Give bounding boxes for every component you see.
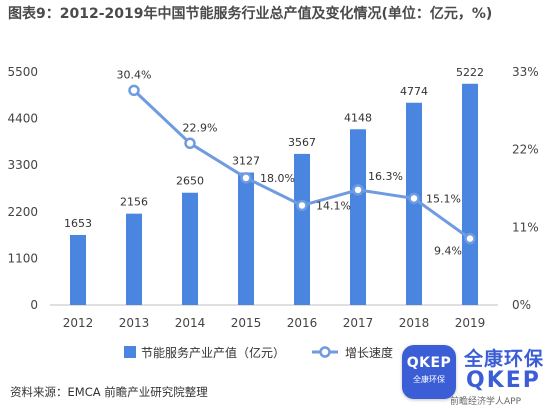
bar bbox=[238, 172, 254, 305]
growth-value-label: 22.9% bbox=[183, 121, 218, 134]
brand-subtitle: 前瞻经济学人APP bbox=[450, 397, 522, 407]
y-right-tick-label: 33% bbox=[512, 65, 539, 79]
legend-label-bar: 节能服务产业产值（亿元） bbox=[141, 345, 285, 360]
y-left-tick-label: 3300 bbox=[7, 158, 38, 172]
bar-value-label: 3567 bbox=[288, 136, 316, 149]
y-left-tick-label: 0 bbox=[30, 298, 38, 312]
growth-point bbox=[464, 232, 476, 245]
growth-point bbox=[352, 184, 364, 196]
badge-sub-text: 全康环保 bbox=[413, 375, 445, 384]
y-left-tick-label: 4400 bbox=[7, 112, 38, 126]
bar-value-label: 2650 bbox=[176, 175, 204, 188]
growth-point bbox=[184, 137, 196, 150]
badge-main-text: QKEP bbox=[406, 355, 452, 371]
growth-value-label: 15.1% bbox=[426, 192, 461, 205]
brand-name-cn: 全康环保 bbox=[464, 348, 545, 370]
legend-marker-line bbox=[319, 346, 331, 358]
x-tick-label: 2017 bbox=[343, 316, 374, 330]
y-right-tick-label: 22% bbox=[512, 143, 539, 157]
bar-value-label: 2156 bbox=[120, 196, 148, 209]
app-badge: QKEP 全康环保 bbox=[402, 345, 456, 399]
x-tick-label: 2012 bbox=[63, 316, 94, 330]
legend-label-line: 增长速度 bbox=[345, 345, 393, 360]
legend-swatch-bar bbox=[124, 346, 136, 358]
y-left-tick-label: 2200 bbox=[7, 205, 38, 219]
growth-point bbox=[408, 192, 420, 205]
bar-value-label: 3127 bbox=[232, 155, 260, 168]
plot-area: 0 1100 2200 3300 4400 5500 0% 11% 22% 33% 2012 2013… bbox=[7, 65, 538, 330]
x-tick-label: 2015 bbox=[231, 316, 262, 330]
source-note: 资料来源：EMCA 前瞻产业研究院整理 bbox=[10, 385, 208, 399]
bar-value-label: 5222 bbox=[456, 66, 484, 79]
brand-name-en: QKEP bbox=[466, 368, 541, 393]
y-right-tick-label: 0% bbox=[512, 298, 531, 312]
growth-point bbox=[128, 84, 140, 97]
growth-point bbox=[296, 199, 308, 212]
growth-value-label: 18.0% bbox=[260, 172, 295, 185]
bar bbox=[126, 213, 142, 305]
growth-value-label: 14.1% bbox=[316, 199, 351, 212]
growth-value-label: 16.3% bbox=[368, 170, 403, 183]
bar-value-label: 4148 bbox=[344, 111, 372, 124]
y-right-tick-label: 11% bbox=[512, 220, 539, 234]
bar bbox=[70, 234, 86, 305]
growth-value-label: 30.4% bbox=[117, 68, 152, 81]
bar-value-label: 1653 bbox=[64, 217, 92, 230]
growth-value-label: 9.4% bbox=[434, 245, 462, 258]
x-tick-label: 2018 bbox=[399, 316, 430, 330]
growth-point bbox=[240, 172, 252, 184]
bar bbox=[294, 153, 310, 305]
bar-value-label: 4774 bbox=[400, 85, 428, 98]
bar bbox=[350, 129, 366, 305]
x-tick-label: 2014 bbox=[175, 316, 206, 330]
x-tick-label: 2019 bbox=[455, 316, 486, 330]
x-tick-label: 2016 bbox=[287, 316, 318, 330]
legend: 节能服务产业产值（亿元） 增长速度 bbox=[124, 345, 393, 360]
chart-title: 图表9：2012-2019年中国节能服务行业总产值及变化情况(单位：亿元，%) bbox=[8, 6, 493, 22]
bar bbox=[182, 192, 198, 305]
y-left-tick-label: 5500 bbox=[7, 65, 38, 79]
x-tick-label: 2013 bbox=[119, 316, 150, 330]
bar bbox=[462, 83, 478, 305]
y-left-tick-label: 1100 bbox=[7, 251, 38, 265]
